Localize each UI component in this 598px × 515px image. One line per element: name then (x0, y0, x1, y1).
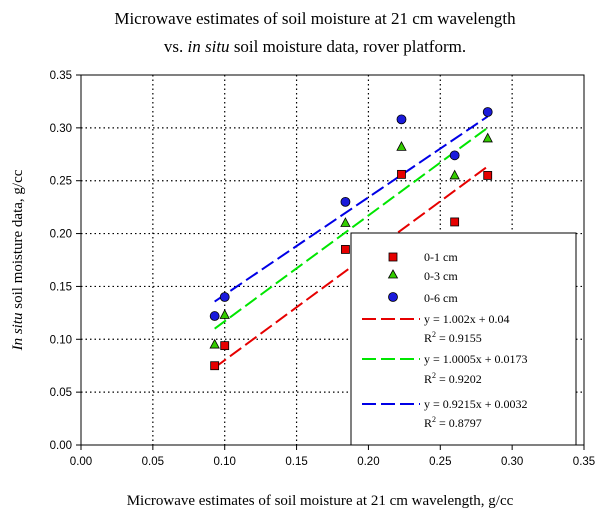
point-triangle-3 (340, 217, 351, 227)
legend-r2-1-prefix: R (424, 331, 432, 345)
legend-marker-0-1cm (388, 252, 398, 262)
x-tick-labels: 0.00 0.05 0.10 0.15 0.20 0.25 0.30 0.35 (70, 456, 595, 468)
point-square-6 (483, 171, 493, 180)
point-square-2 (220, 341, 230, 351)
y-tick-label: 0.00 (50, 440, 72, 452)
point-circle-5 (449, 150, 460, 161)
axis-ticks (76, 74, 585, 450)
point-triangle-4 (396, 141, 407, 151)
x-tick-label: 0.30 (501, 456, 523, 468)
point-triangle-6 (482, 132, 493, 143)
x-tick-label: 0.20 (357, 456, 379, 468)
y-tick-label: 0.10 (50, 334, 72, 346)
point-square-1 (210, 361, 220, 371)
y-axis-title-italic: In situ (10, 312, 26, 351)
x-tick-label: 0.05 (142, 456, 164, 468)
x-tick-label: 0.35 (573, 456, 595, 468)
legend-r2-2-value: = 0.9202 (436, 372, 482, 386)
legend-r2-2: R2 = 0.9202 (424, 371, 482, 386)
x-tick-label: 0.10 (214, 456, 236, 468)
chart-title-line2: vs. in situ soil moisture data, rover pl… (164, 37, 466, 56)
legend-label-0-3cm: 0-3 cm (424, 269, 458, 283)
point-circle-1 (209, 311, 220, 321)
point-square-3 (341, 245, 350, 254)
point-circle-2 (219, 292, 230, 302)
x-tick-label: 0.25 (429, 456, 451, 468)
x-axis-title: Microwave estimates of soil moisture at … (127, 493, 514, 509)
legend-box (350, 232, 577, 446)
x-tick-label: 0.15 (285, 456, 307, 468)
chart-title-line2-suffix: soil moisture data, rover platform. (230, 37, 467, 56)
y-tick-label: 0.20 (50, 229, 72, 241)
point-circle-4 (396, 114, 407, 125)
y-axis-title: In situ soil moisture data, g/cc (10, 169, 26, 351)
y-tick-label: 0.30 (50, 123, 72, 135)
legend-r2-3-sup: 2 (432, 415, 436, 424)
legend-r2-1-value: = 0.9155 (436, 331, 482, 345)
legend-label-0-1cm: 0-1 cm (424, 250, 458, 264)
legend-equation-3: y = 0.9215x + 0.0032 (424, 397, 528, 411)
point-triangle-2 (219, 309, 230, 319)
point-square-5 (450, 217, 460, 227)
data-points (209, 107, 493, 371)
legend: 0-1 cm 0-3 cm 0-6 cm y = 1.002x + 0.04 R… (350, 232, 577, 446)
y-tick-label: 0.25 (50, 176, 72, 188)
legend-equation-2: y = 1.0005x + 0.0173 (424, 352, 528, 366)
chart-title-line1: Microwave estimates of soil moisture at … (114, 9, 516, 28)
y-tick-label: 0.35 (50, 70, 72, 82)
trendline-3 (214, 115, 489, 303)
point-square-4 (397, 169, 406, 179)
point-circle-6 (482, 107, 493, 117)
legend-r2-1-sup: 2 (432, 330, 436, 339)
legend-r2-2-sup: 2 (432, 371, 436, 380)
plot-frame (80, 74, 585, 446)
x-tick-label: 0.00 (70, 456, 92, 468)
legend-label-0-6cm: 0-6 cm (424, 291, 458, 305)
y-tick-label: 0.05 (50, 387, 72, 399)
y-tick-labels: 0.00 0.05 0.10 0.15 0.20 0.25 0.30 0.35 (50, 70, 72, 452)
legend-marker-0-3cm (387, 269, 399, 279)
chart-title-line2-italic: in situ (188, 37, 230, 56)
legend-r2-1: R2 = 0.9155 (424, 330, 482, 345)
point-triangle-1 (209, 338, 220, 349)
legend-r2-3-value: = 0.8797 (436, 416, 482, 430)
point-triangle-5 (449, 169, 460, 180)
y-tick-label: 0.15 (50, 281, 72, 293)
legend-r2-3: R2 = 0.8797 (424, 415, 482, 430)
point-circle-3 (340, 196, 351, 207)
legend-equation-1: y = 1.002x + 0.04 (424, 312, 510, 326)
chart-title-line2-prefix: vs. (164, 37, 188, 56)
legend-r2-3-prefix: R (424, 416, 432, 430)
legend-r2-2-prefix: R (424, 372, 432, 386)
legend-marker-0-6cm (388, 292, 398, 302)
trendlines (214, 115, 489, 369)
y-axis-title-rest: soil moisture data, g/cc (10, 169, 26, 312)
